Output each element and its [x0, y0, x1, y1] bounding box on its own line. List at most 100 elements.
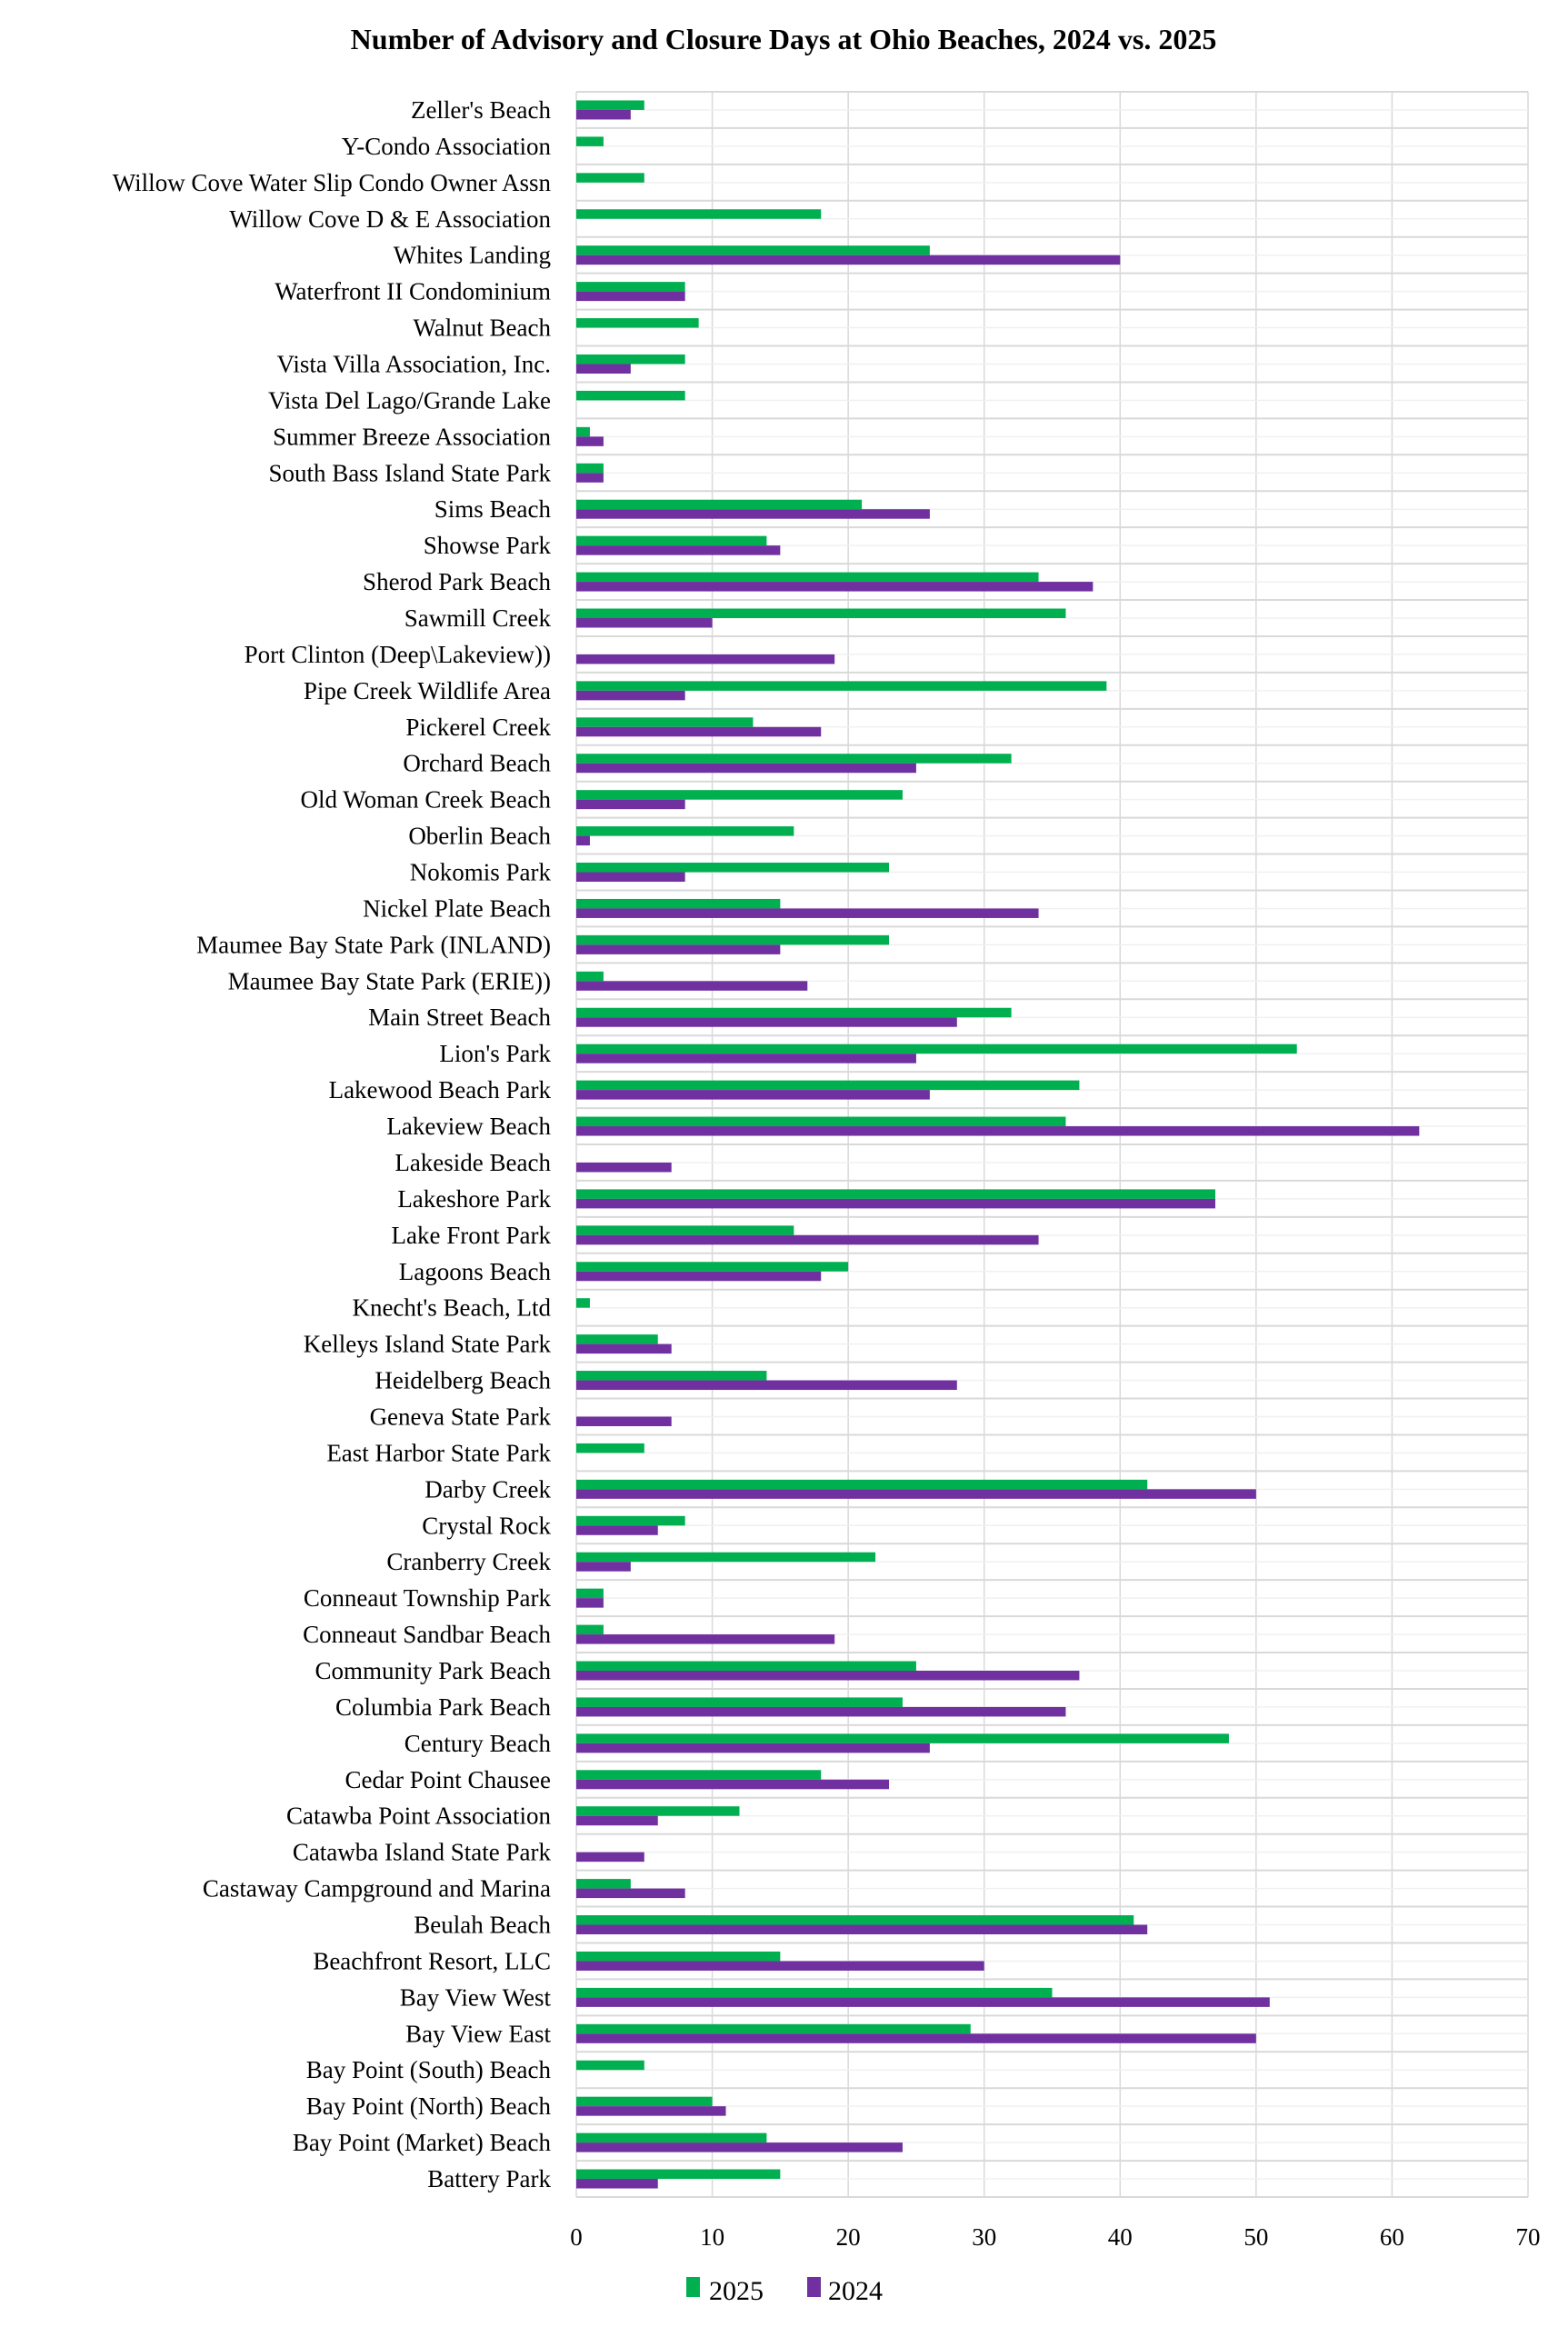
category-label: Lakewood Beach Park — [329, 1076, 552, 1104]
category-label: Summer Breeze Association — [273, 423, 551, 450]
bar-2024 — [576, 436, 604, 446]
bar-2025 — [576, 2023, 971, 2034]
bar-2025 — [576, 1879, 631, 1889]
bar-2024 — [576, 1961, 984, 1971]
bar-2025 — [576, 1951, 781, 1962]
category-label: Walnut Beach — [413, 315, 551, 342]
category-label: Sherod Park Beach — [363, 568, 551, 595]
bar-2024 — [576, 1126, 1420, 1136]
bar-2025 — [576, 1552, 876, 1563]
x-tick-label: 40 — [1108, 2223, 1133, 2251]
bar-2025 — [576, 1334, 658, 1344]
x-tick-label: 0 — [570, 2223, 583, 2251]
legend-label-2025: 2025 — [709, 2276, 764, 2306]
category-label: Pipe Creek Wildlife Area — [304, 677, 551, 704]
bar-2024 — [576, 1924, 1148, 1935]
bar-2025 — [576, 1443, 644, 1453]
bar-2025 — [576, 2096, 713, 2107]
category-label: Sims Beach — [434, 495, 552, 523]
bars — [576, 100, 1420, 2189]
bar-2025 — [576, 463, 604, 474]
x-tick-label: 10 — [700, 2223, 724, 2251]
bar-2024 — [576, 1343, 672, 1354]
bar-2025 — [576, 2169, 781, 2180]
bar-2024 — [576, 1634, 835, 1644]
bar-2024 — [576, 654, 835, 664]
category-label: Nickel Plate Beach — [363, 894, 551, 922]
category-label: East Harbor State Park — [326, 1439, 551, 1466]
category-label: Zeller's Beach — [411, 96, 552, 124]
category-label: Conneaut Sandbar Beach — [303, 1621, 551, 1648]
bar-2025 — [576, 1661, 916, 1671]
category-label: Y-Condo Association — [342, 133, 552, 160]
bar-2025 — [576, 1298, 590, 1308]
category-label: Oberlin Beach — [408, 823, 551, 850]
bar-2025 — [576, 209, 822, 219]
bar-2024 — [576, 1671, 1080, 1681]
bar-2025 — [576, 1262, 849, 1272]
bar-2024 — [576, 109, 631, 120]
category-label: Maumee Bay State Park (INLAND) — [196, 931, 551, 958]
bar-2024 — [576, 291, 685, 302]
category-label: Bay Point (South) Beach — [306, 2056, 552, 2083]
bar-2025 — [576, 390, 685, 401]
bar-2025 — [576, 499, 863, 510]
bar-2025 — [576, 754, 1012, 764]
category-label: Lagoons Beach — [399, 1258, 552, 1285]
x-tick-label: 30 — [972, 2223, 996, 2251]
category-label: Cedar Point Chausee — [345, 1766, 551, 1793]
category-label: Beachfront Resort, LLC — [313, 1947, 551, 1974]
bar-2024 — [576, 1598, 604, 1608]
category-label: Darby Creek — [424, 1475, 551, 1503]
bar-2024 — [576, 364, 631, 374]
bar-2024 — [576, 1888, 685, 1899]
bar-2024 — [576, 1234, 1039, 1245]
category-label: Pickerel Creek — [405, 714, 551, 741]
category-label: Bay Point (North) Beach — [306, 2092, 552, 2120]
x-tick-label: 20 — [836, 2223, 861, 2251]
bar-2025 — [576, 681, 1107, 691]
category-label: Willow Cove Water Slip Condo Owner Assn — [113, 169, 552, 196]
bar-2024 — [576, 1562, 631, 1572]
bar-2024 — [576, 763, 916, 774]
legend-label-2024: 2024 — [828, 2276, 883, 2306]
bar-2024 — [576, 255, 1121, 265]
category-label: Showse Park — [424, 532, 552, 559]
x-axis-ticks: 0 10 20 30 40 50 60 70 — [570, 2223, 1540, 2251]
bar-2025 — [576, 717, 754, 727]
legend: 2025 2024 — [686, 2276, 883, 2306]
bar-2024 — [576, 473, 604, 483]
bar-2024 — [576, 1489, 1256, 1499]
category-label: Willow Cove D & E Association — [229, 205, 551, 233]
category-label: Community Park Beach — [315, 1657, 552, 1684]
bar-2024 — [576, 872, 685, 883]
bar-2025 — [576, 426, 590, 437]
bar-2024 — [576, 1416, 672, 1426]
category-label: Geneva State Park — [370, 1403, 552, 1430]
category-labels: Zeller's Beach Y-Condo Association Willow … — [113, 96, 552, 2192]
bar-2025 — [576, 2132, 767, 2143]
bar-2024 — [576, 1743, 930, 1753]
category-label: Battery Park — [427, 2165, 551, 2192]
bar-2025 — [576, 790, 903, 800]
category-label: Kelleys Island State Park — [304, 1331, 552, 1358]
category-label: Castaway Campground and Marina — [203, 1875, 551, 1903]
category-label: Bay View West — [400, 1983, 552, 2011]
bar-2025 — [576, 2060, 644, 2071]
bar-2025 — [576, 318, 699, 328]
bar-2025 — [576, 1007, 1012, 1018]
bar-2024 — [576, 1525, 658, 1535]
category-label: Orchard Beach — [403, 750, 551, 777]
bar-2025 — [576, 898, 781, 909]
bar-2024 — [576, 835, 590, 846]
x-tick-label: 60 — [1380, 2223, 1404, 2251]
category-label: Old Woman Creek Beach — [301, 786, 552, 814]
bar-2025 — [576, 1733, 1229, 1743]
bar-2024 — [576, 908, 1039, 918]
gridlines — [575, 91, 1529, 2198]
bar-2025 — [576, 1080, 1080, 1091]
bar-2025 — [576, 826, 794, 836]
bar-2025 — [576, 934, 890, 945]
bar-2025 — [576, 1515, 685, 1526]
